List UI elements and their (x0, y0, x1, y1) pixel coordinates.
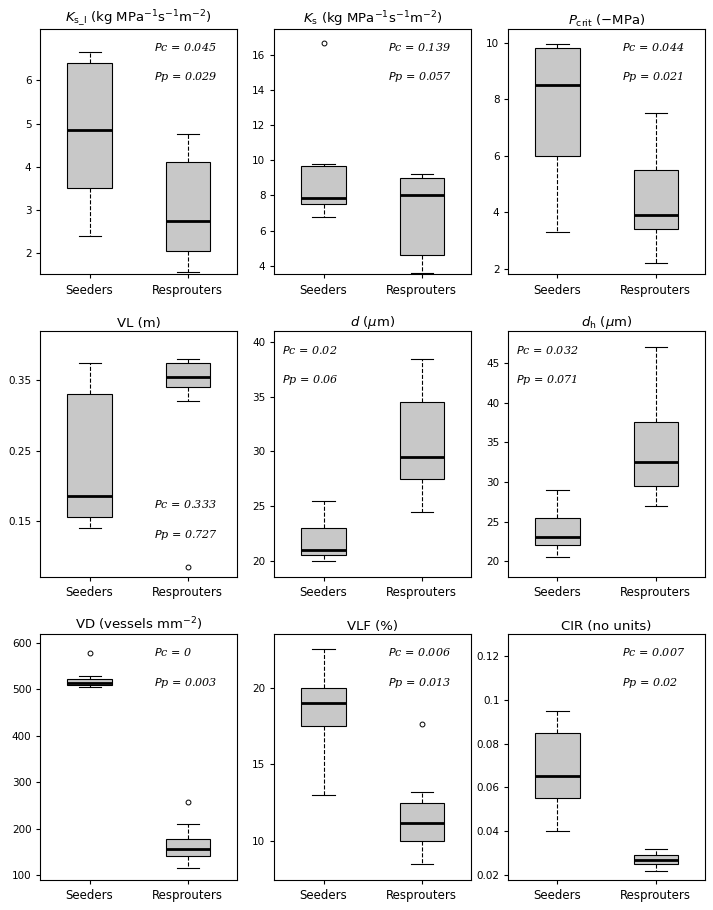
Text: $P$p = 0.727: $P$p = 0.727 (154, 528, 218, 541)
PathPatch shape (68, 679, 112, 685)
Title: $P_{\mathrm{crit}}$ ($-$MPa): $P_{\mathrm{crit}}$ ($-$MPa) (568, 13, 645, 28)
Title: $d$ ($\mu$m): $d$ ($\mu$m) (350, 314, 395, 331)
PathPatch shape (165, 162, 210, 251)
Text: $P$c = 0.02: $P$c = 0.02 (282, 344, 338, 356)
PathPatch shape (302, 688, 346, 726)
Text: $P$c = 0.032: $P$c = 0.032 (516, 344, 579, 356)
PathPatch shape (634, 422, 677, 486)
PathPatch shape (399, 178, 443, 255)
Text: $P$p = 0.057: $P$p = 0.057 (389, 70, 452, 85)
Text: $P$c = 0.045: $P$c = 0.045 (154, 41, 217, 53)
Text: $P$p = 0.071: $P$p = 0.071 (516, 373, 578, 387)
Text: $P$p = 0.013: $P$p = 0.013 (389, 675, 452, 690)
PathPatch shape (68, 394, 112, 518)
PathPatch shape (535, 733, 580, 798)
Text: $P$c = 0.006: $P$c = 0.006 (389, 646, 451, 658)
PathPatch shape (399, 402, 443, 479)
Title: VD (vessels mm$^{-2}$): VD (vessels mm$^{-2}$) (75, 616, 202, 633)
PathPatch shape (302, 528, 346, 555)
Text: $P$p = 0.003: $P$p = 0.003 (154, 675, 218, 690)
PathPatch shape (165, 363, 210, 388)
Text: $P$c = 0.139: $P$c = 0.139 (389, 41, 451, 53)
PathPatch shape (399, 803, 443, 841)
Text: $P$c = 0: $P$c = 0 (154, 646, 193, 658)
Title: VLF (%): VLF (%) (347, 620, 398, 632)
Title: $K_{\mathrm{s\_l}}$ (kg MPa$^{-1}$s$^{-1}$m$^{-2}$): $K_{\mathrm{s\_l}}$ (kg MPa$^{-1}$s$^{-1… (66, 8, 212, 29)
PathPatch shape (535, 518, 580, 545)
Text: $P$p = 0.029: $P$p = 0.029 (154, 70, 217, 85)
PathPatch shape (165, 839, 210, 856)
PathPatch shape (68, 63, 112, 188)
Text: $P$p = 0.02: $P$p = 0.02 (622, 675, 679, 690)
PathPatch shape (634, 855, 677, 864)
Title: $K_{\mathrm{s}}$ (kg MPa$^{-1}$s$^{-1}$m$^{-2}$): $K_{\mathrm{s}}$ (kg MPa$^{-1}$s$^{-1}$m… (303, 9, 442, 29)
Title: CIR (no units): CIR (no units) (561, 620, 652, 632)
Text: $P$p = 0.06: $P$p = 0.06 (282, 373, 339, 387)
Title: VL (m): VL (m) (117, 317, 160, 330)
Text: $P$p = 0.021: $P$p = 0.021 (622, 70, 684, 85)
Text: $P$c = 0.007: $P$c = 0.007 (622, 646, 685, 658)
Title: $d_{\mathrm{h}}$ ($\mu$m): $d_{\mathrm{h}}$ ($\mu$m) (581, 314, 632, 331)
PathPatch shape (535, 48, 580, 156)
Text: $P$c = 0.044: $P$c = 0.044 (622, 41, 684, 53)
Text: $P$c = 0.333: $P$c = 0.333 (154, 499, 217, 511)
PathPatch shape (634, 170, 677, 229)
PathPatch shape (302, 166, 346, 204)
